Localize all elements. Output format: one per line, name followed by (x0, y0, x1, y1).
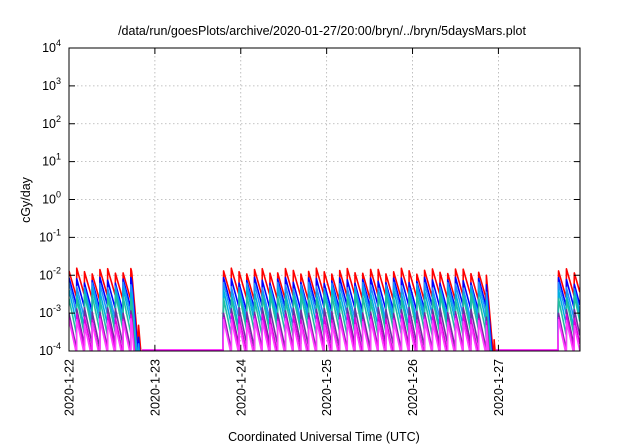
x-tick-label: 2020-1-25 (320, 359, 334, 416)
y-tick-label: 10-4 (39, 341, 61, 358)
series-line (556, 294, 580, 351)
series-line (556, 276, 580, 351)
chart-title: /data/run/goesPlots/archive/2020-01-27/2… (118, 24, 526, 38)
series-line (556, 268, 580, 351)
series-line (557, 318, 580, 351)
series-line (557, 308, 580, 351)
series-group (69, 267, 580, 351)
y-tick-label: 103 (42, 76, 61, 93)
y-tick-label: 104 (42, 38, 61, 55)
axes: 104 103 102 101 100 10-1 10-2 10-3 10-42020-1-22… (39, 38, 580, 416)
x-tick-label: 2020-1-26 (406, 359, 420, 416)
y-tick-label: 102 (42, 114, 61, 131)
x-tick-label: 2020-1-22 (63, 359, 77, 416)
series-line (556, 289, 580, 351)
y-tick-label: 10-2 (39, 265, 61, 282)
series-line (222, 318, 490, 351)
x-tick-label: 2020-1-27 (492, 359, 506, 416)
x-tick-label: 2020-1-23 (148, 359, 162, 416)
y-tick-label: 10-1 (39, 227, 61, 244)
series-line (69, 318, 135, 351)
y-tick-label: 100 (42, 190, 61, 207)
x-axis-label: Coordinated Universal Time (UTC) (228, 430, 420, 444)
y-tick-label: 101 (42, 152, 61, 169)
y-tick-label: 10-3 (39, 303, 61, 320)
x-tick-label: 2020-1-24 (234, 359, 248, 416)
y-axis-label: cGy/day (19, 176, 33, 223)
